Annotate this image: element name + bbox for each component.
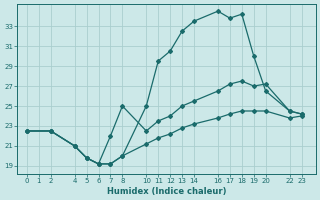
X-axis label: Humidex (Indice chaleur): Humidex (Indice chaleur) [107,187,226,196]
